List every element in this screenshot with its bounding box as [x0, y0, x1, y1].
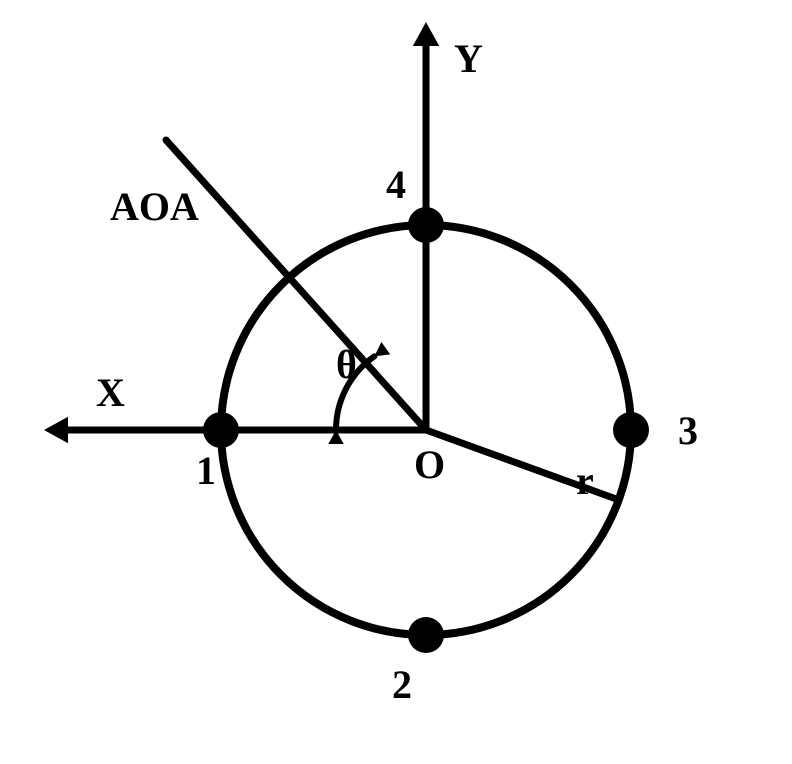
origin-label: O: [414, 442, 445, 487]
y-axis-label: Y: [454, 36, 483, 81]
point-label-2: 2: [392, 662, 412, 707]
point-1: [203, 412, 239, 448]
y-axis-arrowhead: [413, 22, 439, 46]
point-label-3: 3: [678, 408, 698, 453]
point-label-1: 1: [196, 448, 216, 493]
theta-label: θ: [336, 342, 357, 387]
point-4: [408, 207, 444, 243]
point-2: [408, 617, 444, 653]
aoa-label: AOA: [110, 184, 199, 229]
x-axis-arrowhead: [44, 417, 68, 443]
theta-arrow-end: [374, 342, 390, 356]
point-label-4: 4: [386, 162, 406, 207]
x-axis-label: X: [96, 370, 125, 415]
point-3: [613, 412, 649, 448]
radius-label: r: [576, 458, 594, 503]
